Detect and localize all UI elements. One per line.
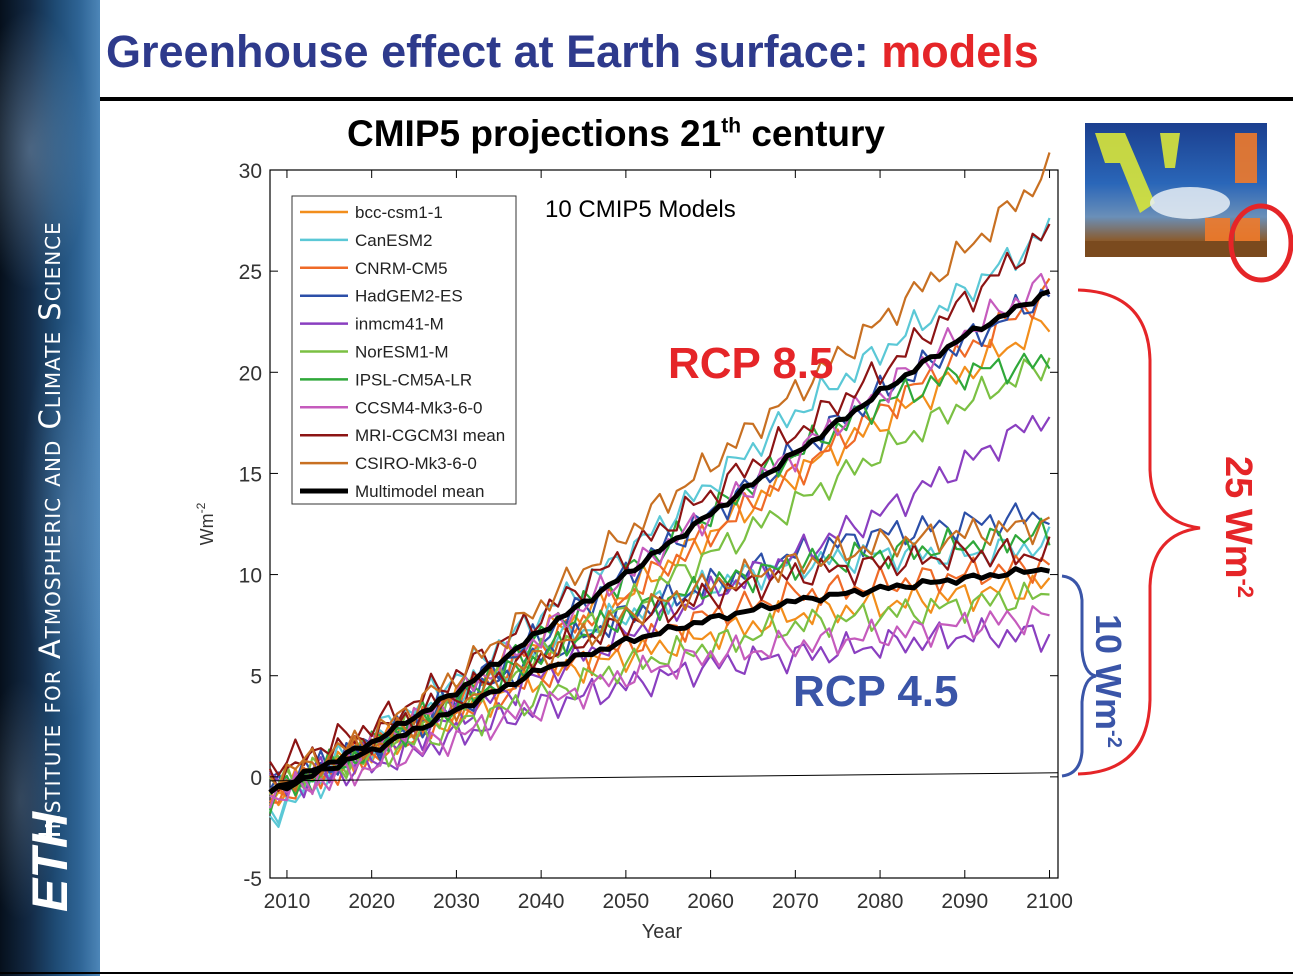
legend-label: CSIRO-Mk3-6-0: [355, 454, 477, 473]
y-axis-label: Wm-2: [194, 502, 217, 545]
zero-line: [269, 772, 1059, 782]
models-annotation: 10 CMIP5 Models: [545, 196, 736, 223]
legend-label: Multimodel mean: [355, 482, 484, 501]
y-tick-label: 10: [239, 565, 262, 588]
brace-rcp85: [1077, 288, 1201, 776]
legend-label: CCSM4-Mk3-6-0: [355, 398, 483, 417]
x-tick-label: 2100: [1026, 890, 1073, 913]
legend-label: IPSL-CM5A-LR: [355, 370, 472, 389]
y-tick-label: 0: [250, 767, 262, 790]
chart-title: CMIP5 projections 21th century: [347, 113, 885, 155]
chart-title-main: CMIP5 projections 21: [347, 113, 722, 154]
series-line-rcp45-ccsm4-mk3-6-0: [269, 605, 1050, 802]
brace-large-label-main: 25 Wm: [1217, 456, 1259, 578]
slide-title-highlight: models: [881, 26, 1039, 77]
surface-highlight-circle: [1228, 203, 1293, 283]
y-axis-label-sup: -2: [194, 502, 208, 513]
series-line-rcp45-inmcm41-m: [269, 617, 1051, 799]
x-tick-label: 2060: [687, 890, 734, 913]
y-tick-label: 25: [239, 261, 262, 284]
y-tick-label: 30: [239, 160, 262, 183]
brace-small-label-main: 10 Wm: [1088, 614, 1129, 730]
x-tick-label: 2020: [348, 890, 395, 913]
series-line-rcp45-multimodel-mean: [268, 566, 1051, 795]
legend-label: NorESM1-M: [355, 343, 449, 362]
y-tick-label: 15: [239, 463, 262, 486]
series-line-rcp85-csiro-mk3-6-0: [269, 152, 1051, 791]
y-tick-label: -5: [243, 868, 262, 891]
series-layer: [268, 152, 1051, 828]
ticks-layer: 2010 2020 2030 2040 2050 2060 2070 2080 2090 2100…: [239, 160, 1073, 913]
x-tick-label: 2070: [772, 890, 819, 913]
energy-budget-diagram: [1085, 133, 1267, 257]
bottom-divider: [0, 972, 1293, 974]
rcp85-label: RCP 8.5: [668, 339, 834, 388]
legend-label: CNRM-CM5: [355, 259, 448, 278]
slide-title: Greenhouse effect at Earth surface: mode…: [106, 26, 1039, 78]
legend-label: MRI-CGCM3I mean: [355, 426, 505, 445]
rcp45-label: RCP 4.5: [793, 667, 959, 716]
x-tick-label: 2030: [433, 890, 480, 913]
slide-title-main: Greenhouse effect at Earth surface:: [106, 26, 882, 77]
legend-label: inmcm41-M: [355, 315, 444, 334]
series-line-rcp85-noresm1-m: [269, 357, 1051, 789]
series-line-rcp45-noresm1-m: [269, 581, 1050, 796]
x-axis-label: Year: [642, 921, 683, 943]
series-line-rcp85-multimodel-mean: [268, 289, 1051, 795]
legend-label: HadGEM2-ES: [355, 287, 463, 306]
brace-rcp45: [1061, 574, 1097, 778]
y-tick-label: 5: [250, 666, 262, 689]
y-tick-label: 20: [239, 362, 262, 385]
chart-title-sup: th: [721, 114, 742, 138]
brace-large-label-sup: -2: [1233, 578, 1258, 598]
x-tick-label: 2010: [264, 890, 311, 913]
legend-label: bcc-csm1-1: [355, 203, 443, 222]
x-tick-label: 2050: [603, 890, 650, 913]
series-line-rcp85-inmcm41-m: [269, 414, 1051, 796]
x-tick-label: 2090: [941, 890, 988, 913]
brace-large-label: 25 Wm-2: [1217, 456, 1259, 598]
legend-label: CanESM2: [355, 231, 432, 250]
legend-layer: bcc-csm1-1 CanESM2 CNRM-CM5 HadGEM2-ES inmcm…: [300, 203, 505, 501]
series-line-rcp85-mri-cgcm3i-mean: [269, 223, 1051, 777]
x-tick-label: 2040: [518, 890, 565, 913]
brace-small-label: 10 Wm-2: [1088, 614, 1129, 748]
series-line-rcp45-bcc-csm1-1: [269, 574, 1051, 807]
y-axis-label-main: Wm: [197, 513, 217, 545]
sidebar: Institute for Atmospheric and Climate Sc…: [0, 0, 100, 976]
chart-title-rest: century: [741, 113, 885, 154]
x-tick-label: 2080: [857, 890, 904, 913]
brace-small-label-sup: -2: [1103, 730, 1125, 748]
energy-budget-thumbnail: [1085, 123, 1267, 257]
title-divider: [100, 97, 1293, 101]
legend-box: [291, 195, 517, 505]
